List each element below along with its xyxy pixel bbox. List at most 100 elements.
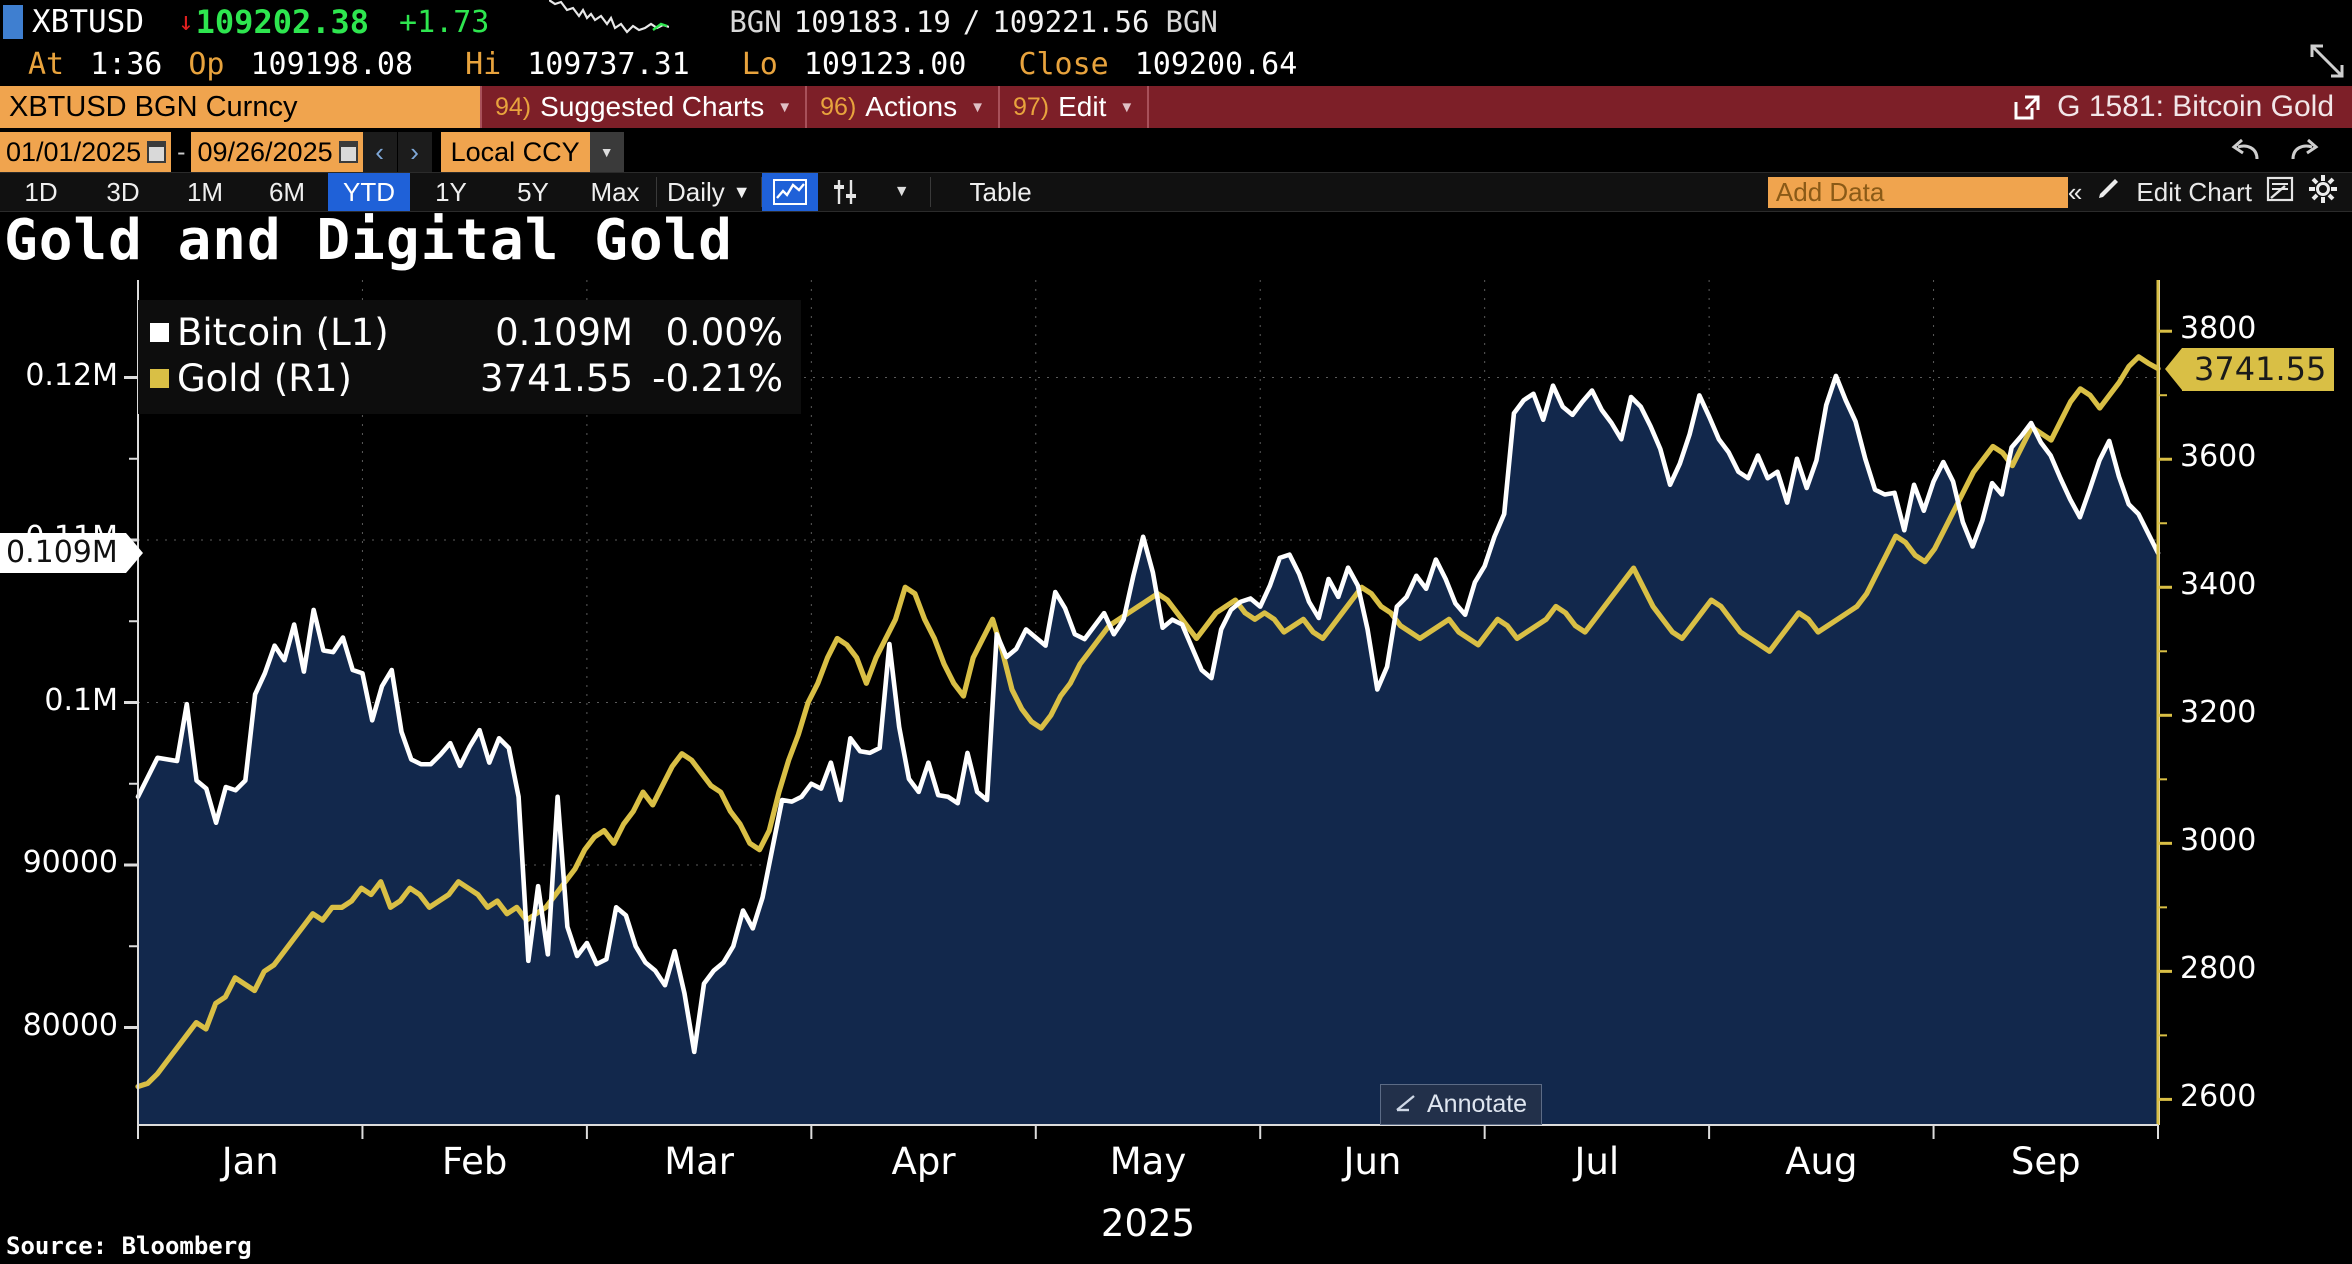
- menu-edit[interactable]: 97) Edit ▼: [1000, 86, 1147, 128]
- ask-price: 109221.56: [992, 5, 1150, 39]
- ticker-symbol: XBTUSD: [32, 4, 144, 40]
- period-1d[interactable]: 1D: [24, 176, 58, 207]
- ask-source-label: BGN: [1165, 5, 1218, 39]
- left-axis-tick-label: 0.1M: [44, 682, 118, 718]
- low-label: Lo: [741, 46, 778, 82]
- end-date-input[interactable]: 09/26/2025: [191, 132, 339, 172]
- period-3d[interactable]: 3D: [106, 176, 140, 207]
- left-axis-current-value-flag: 0.109M: [0, 532, 143, 573]
- close-label: Close: [1018, 46, 1109, 82]
- security-field[interactable]: XBTUSD BGN Curncy: [0, 86, 480, 128]
- page-title: Gold and Digital Gold: [4, 208, 734, 273]
- period-ytd[interactable]: YTD: [328, 173, 410, 211]
- high-value: 109737.31: [527, 46, 690, 82]
- toolbar-spacer: [1071, 173, 1768, 211]
- end-date-calendar[interactable]: [338, 132, 363, 172]
- date-range-bar: 01/01/2025 - 09/26/2025 ‹ › Local CCY ▼: [0, 132, 2352, 172]
- bid-source-label: BGN: [729, 5, 782, 39]
- next-period-button[interactable]: ›: [397, 132, 433, 172]
- menu-label: Actions: [865, 91, 958, 122]
- legend-series-name: Bitcoin (L1): [177, 311, 389, 354]
- chevron-down-icon: ▼: [732, 181, 751, 202]
- collapse-button[interactable]: «: [2067, 176, 2083, 207]
- period-max[interactable]: Max: [590, 176, 640, 207]
- x-axis-tick-label: Jan: [221, 1140, 279, 1183]
- table-button[interactable]: Table: [969, 176, 1032, 207]
- open-value: 109198.08: [250, 46, 414, 82]
- period-1y[interactable]: 1Y: [435, 176, 467, 207]
- chart-tools: « Edit Chart: [2068, 173, 2352, 211]
- chevron-down-icon: ▼: [777, 98, 793, 116]
- start-date-input[interactable]: 01/01/2025: [0, 132, 148, 172]
- compare-icon[interactable]: [818, 173, 874, 211]
- down-arrow-icon: ↓: [177, 7, 194, 37]
- edit-chart-button[interactable]: Edit Chart: [2136, 176, 2252, 207]
- legend-series-value: 3741.55: [479, 356, 633, 400]
- period-5y[interactable]: 5Y: [517, 176, 549, 207]
- chart-title-label: G 1581: Bitcoin Gold: [2057, 90, 2334, 123]
- legend-row-gold: Gold (R1) 3741.55 -0.21%: [150, 356, 783, 402]
- chevron-down-icon: ▼: [1119, 98, 1135, 116]
- right-axis-tick-label: 2600: [2180, 1079, 2257, 1115]
- line-chart-icon[interactable]: [761, 173, 818, 211]
- main-toolbar: XBTUSD BGN Curncy 94) Suggested Charts ▼…: [0, 86, 2352, 128]
- period-toolbar: 1D 3D 1M 6M YTD 1Y 5Y Max Daily ▼: [0, 172, 2352, 212]
- right-axis-tick-label: 3800: [2180, 311, 2257, 347]
- chart-legend: Bitcoin (L1) 0.109M 0.00% Gold (R1) 3741…: [138, 300, 801, 414]
- legend-series-change: -0.21%: [652, 356, 783, 400]
- high-label: Hi: [465, 46, 502, 82]
- external-link-icon[interactable]: [2013, 93, 2041, 121]
- legend-series-change: 0.00%: [665, 311, 783, 354]
- chart-identity: G 1581: Bitcoin Gold: [2013, 86, 2352, 128]
- period-1m[interactable]: 1M: [186, 176, 224, 207]
- left-axis-tick-label: 80000: [22, 1007, 118, 1043]
- more-options-chevron-down-icon[interactable]: ▼: [893, 183, 910, 200]
- chevron-down-icon: ▼: [970, 98, 985, 116]
- maximize-icon[interactable]: [2310, 44, 2344, 78]
- right-axis-current-value-flag: 3741.55: [2164, 347, 2335, 391]
- toolbar-divider: [805, 86, 808, 128]
- menu-number: 96): [820, 92, 857, 121]
- redo-icon[interactable]: [2288, 132, 2322, 172]
- period-6m[interactable]: 6M: [268, 176, 306, 207]
- currency-select[interactable]: Local CCY: [440, 132, 590, 172]
- menu-suggested-charts[interactable]: 94) Suggested Charts ▼: [482, 86, 805, 128]
- start-date-calendar[interactable]: [147, 132, 172, 172]
- x-axis-tick-label: Feb: [441, 1140, 508, 1183]
- price-change: +1.73: [399, 4, 490, 40]
- x-axis-tick-label: Jul: [1574, 1140, 1620, 1183]
- currency-chevron-down-icon[interactable]: ▼: [589, 132, 624, 172]
- chart-svg[interactable]: [0, 280, 2352, 1160]
- gear-icon[interactable]: [2308, 174, 2338, 211]
- low-value: 109123.00: [803, 46, 967, 82]
- annotate-button[interactable]: Annotate: [1380, 1084, 1543, 1125]
- x-axis-tick-label: Aug: [1785, 1140, 1858, 1183]
- close-value: 109200.64: [1134, 46, 1298, 82]
- toolbar-divider: [480, 86, 482, 128]
- right-axis-tick-label: 3600: [2180, 439, 2257, 475]
- frequency-select[interactable]: Daily ▼: [657, 173, 761, 211]
- x-axis-tick-label: Mar: [664, 1140, 735, 1183]
- sparkline-icon: [548, 0, 670, 34]
- undo-icon[interactable]: [2228, 132, 2262, 172]
- annotate-label: Annotate: [1427, 1090, 1528, 1118]
- menu-label: Suggested Charts: [540, 91, 765, 122]
- chart-plot-area: 0.12M0.11M0.1M90000800003800360034003200…: [0, 280, 2352, 1160]
- toolbar-divider: [1147, 86, 1150, 128]
- ticker-row-quote: XBTUSD ↓ 109202.38 +1.73 BGN 109183.19 /…: [0, 0, 2352, 44]
- prev-period-button[interactable]: ‹: [362, 132, 398, 172]
- checklist-icon[interactable]: [2266, 176, 2294, 209]
- pencil-icon[interactable]: [2096, 177, 2122, 208]
- x-axis-tick-label: Apr: [891, 1140, 956, 1183]
- right-axis-tick-label: 3200: [2180, 695, 2257, 731]
- frequency-label: Daily: [667, 176, 725, 207]
- menu-label: Edit: [1058, 91, 1107, 122]
- date-range-dash: -: [177, 137, 186, 166]
- right-axis-tick-label: 3400: [2180, 567, 2257, 603]
- add-data-input[interactable]: Add Data: [1767, 176, 2068, 208]
- angle-icon: [1395, 1090, 1417, 1119]
- menu-actions[interactable]: 96) Actions ▼: [807, 86, 998, 128]
- toolbar-divider: [656, 177, 657, 207]
- bid-price: 109183.19: [793, 5, 951, 39]
